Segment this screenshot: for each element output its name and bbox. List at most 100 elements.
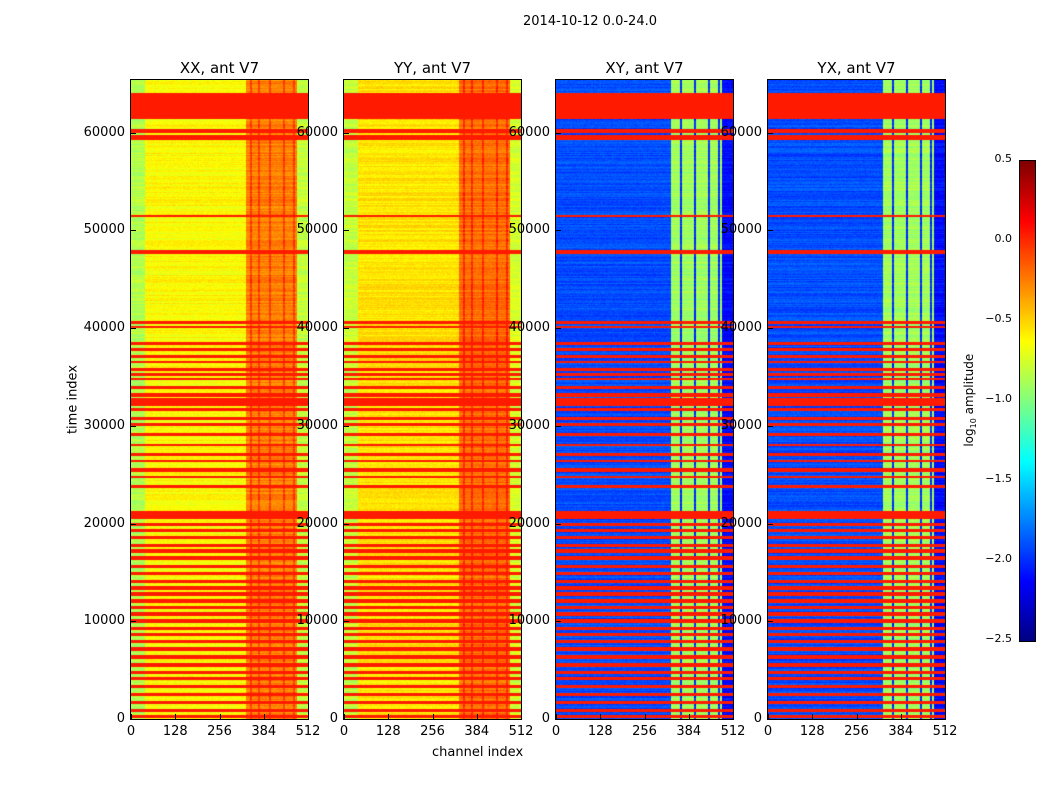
y-tick-mark [768, 523, 773, 525]
x-tick-mark [219, 714, 221, 719]
x-tick-label: 0 [339, 724, 349, 739]
y-tick-label: 40000 [720, 320, 762, 336]
y-tick-label: 20000 [83, 515, 125, 531]
y-tick-label: 20000 [296, 515, 338, 531]
panel-title: YX, ant V7 [817, 59, 896, 77]
y-tick-label: 40000 [508, 320, 550, 336]
panel-title: YY, ant V7 [393, 59, 471, 77]
y-tick-mark [131, 719, 136, 720]
x-tick-mark [556, 714, 557, 719]
colorbar [1019, 160, 1036, 642]
colorbar-label: log10 amplitude [961, 353, 979, 447]
y-tick-label: 20000 [720, 515, 762, 531]
y-tick-mark [556, 719, 561, 720]
x-tick-mark [900, 714, 902, 719]
y-tick-label: 50000 [720, 222, 762, 238]
y-tick-mark [768, 719, 773, 720]
y-tick-label: 0 [541, 711, 550, 726]
y-tick-label: 60000 [83, 124, 125, 140]
y-tick-mark [344, 132, 349, 134]
y-tick-mark [556, 132, 561, 134]
x-tick-label: 384 [888, 724, 914, 739]
y-tick-mark [556, 328, 561, 330]
panel-title: XY, ant V7 [605, 59, 684, 77]
y-tick-mark [344, 523, 349, 525]
x-tick-label: 128 [375, 724, 401, 739]
y-tick-mark [344, 425, 349, 427]
figure-title: 2014-10-12 0.0-24.0 [523, 14, 657, 29]
y-tick-label: 0 [116, 711, 125, 726]
y-tick-label: 30000 [508, 417, 550, 433]
x-tick-label: 0 [763, 724, 773, 739]
y-tick-label: 20000 [508, 515, 550, 531]
colorbar-tick-label: −2.0 [985, 552, 1012, 565]
y-tick-label: 10000 [720, 613, 762, 629]
x-tick-label: 512 [508, 724, 534, 739]
x-tick-label: 384 [464, 724, 490, 739]
x-tick-label: 512 [932, 724, 958, 739]
x-tick-label: 128 [587, 724, 613, 739]
x-tick-label: 128 [799, 724, 825, 739]
y-tick-label: 10000 [508, 613, 550, 629]
x-axis-label: channel index [432, 745, 524, 760]
x-tick-mark [308, 714, 309, 719]
x-tick-label: 256 [632, 724, 657, 739]
colorbar-tick-label: 0.0 [994, 232, 1013, 245]
x-tick-mark [344, 714, 345, 719]
y-tick-label: 60000 [296, 124, 338, 140]
y-tick-label: 50000 [296, 222, 338, 238]
y-tick-mark [344, 719, 349, 720]
x-tick-label: 256 [420, 724, 445, 739]
y-tick-label: 40000 [83, 320, 125, 336]
x-tick-mark [131, 714, 132, 719]
x-tick-mark [175, 714, 177, 719]
y-tick-label: 50000 [508, 222, 550, 238]
x-tick-label: 0 [551, 724, 561, 739]
x-tick-mark [263, 714, 265, 719]
x-tick-mark [521, 714, 522, 719]
x-tick-mark [945, 714, 946, 719]
y-tick-label: 60000 [720, 124, 762, 140]
y-tick-mark [131, 230, 136, 232]
x-tick-label: 128 [162, 724, 188, 739]
x-tick-label: 256 [207, 724, 232, 739]
colorbar-tick-label: −1.5 [985, 472, 1012, 485]
y-tick-mark [556, 230, 561, 232]
x-tick-mark [388, 714, 390, 719]
x-tick-label: 0 [126, 724, 136, 739]
y-tick-mark [768, 425, 773, 427]
y-tick-mark [768, 621, 773, 623]
heatmap-0 [130, 79, 309, 720]
x-tick-mark [644, 714, 646, 719]
x-tick-mark [856, 714, 858, 719]
x-tick-label: 512 [720, 724, 746, 739]
x-tick-mark [432, 714, 434, 719]
x-tick-mark [812, 714, 814, 719]
y-tick-mark [556, 621, 561, 623]
y-tick-mark [344, 230, 349, 232]
y-tick-label: 10000 [296, 613, 338, 629]
y-tick-label: 0 [329, 711, 338, 726]
heatmap-2 [555, 79, 734, 720]
x-tick-mark [600, 714, 602, 719]
colorbar-tick-label: −1.0 [985, 392, 1012, 405]
y-tick-mark [131, 621, 136, 623]
y-tick-mark [344, 621, 349, 623]
y-tick-label: 50000 [83, 222, 125, 238]
y-tick-mark [768, 328, 773, 330]
y-tick-label: 10000 [83, 613, 125, 629]
heatmap-1 [343, 79, 522, 720]
panel-title: XX, ant V7 [179, 59, 260, 77]
y-tick-mark [131, 425, 136, 427]
colorbar-tick-label: 0.5 [994, 152, 1013, 165]
x-tick-label: 256 [844, 724, 869, 739]
x-tick-label: 384 [251, 724, 277, 739]
y-tick-label: 30000 [83, 417, 125, 433]
y-tick-label: 40000 [296, 320, 338, 336]
colorbar-tick-label: −2.5 [985, 632, 1012, 645]
x-tick-mark [768, 714, 769, 719]
colorbar-tick-label: −0.5 [985, 312, 1012, 325]
x-tick-mark [688, 714, 690, 719]
y-tick-mark [768, 230, 773, 232]
